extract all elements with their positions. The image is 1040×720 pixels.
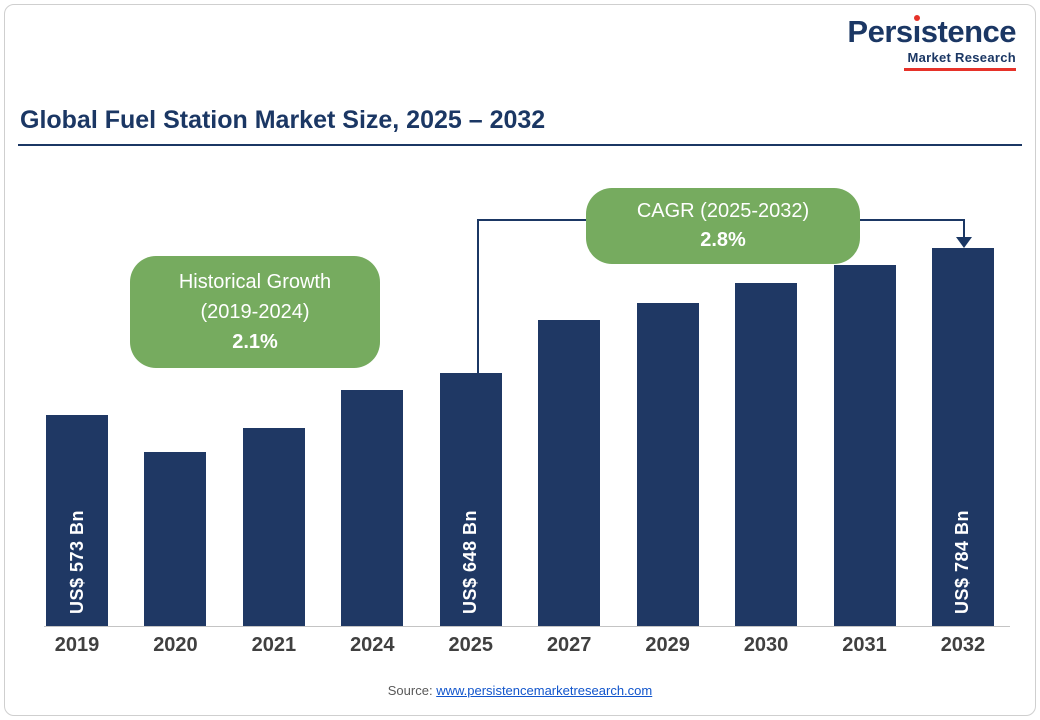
- bar-2025: US$ 648 Bn: [439, 373, 502, 627]
- page-border: [4, 4, 1036, 716]
- bar-value-label-2032: US$ 784 Bn: [952, 509, 973, 614]
- historical-growth-line1: Historical Growth: [178, 271, 332, 293]
- historical-growth-line2: (2019-2024): [200, 301, 310, 323]
- bar-2027: [538, 320, 601, 627]
- x-axis-label-2021: 2021: [251, 633, 297, 656]
- cagr-connector-vertical-left: [477, 219, 479, 373]
- bar-2030: [735, 283, 798, 627]
- x-axis-label-2027: 2027: [546, 633, 592, 656]
- source-link[interactable]: www.persistencemarketresearch.com: [436, 683, 653, 698]
- bar-2029: [636, 303, 699, 627]
- bar-group-2019: US$ 573 Bn 2019: [46, 415, 108, 663]
- bar-2031: [833, 265, 896, 627]
- x-axis-label-2019: 2019: [54, 633, 100, 656]
- bar-group-2032: US$ 784 Bn 2032: [931, 248, 994, 663]
- logo: Persıstence Market Research: [847, 14, 1016, 71]
- x-axis-label-2032: 2032: [940, 633, 986, 656]
- logo-red-underline: [904, 67, 1016, 71]
- x-axis-label-2024: 2024: [350, 633, 395, 656]
- x-axis-label-2029: 2029: [645, 633, 690, 656]
- cagr-line1: CAGR (2025-2032): [636, 200, 810, 222]
- bar-value-label-2019: US$ 573 Bn: [66, 509, 87, 614]
- logo-subtitle: Market Research: [907, 49, 1016, 65]
- logo-red-i-dot: ı: [912, 14, 922, 49]
- bar-2021: [242, 428, 305, 627]
- historical-growth-value: 2.1%: [232, 331, 278, 353]
- x-axis-label-2025: 2025: [448, 633, 494, 656]
- cagr-value: 2.8%: [700, 229, 746, 251]
- x-axis-line: [44, 626, 1010, 627]
- x-axis-label-2020: 2020: [153, 633, 198, 656]
- bar-group-2020: 2020: [144, 452, 207, 663]
- bar-group-2029: 2029: [636, 303, 699, 663]
- source-label: Source:: [387, 683, 433, 698]
- bar-chart: US$ 573 Bn 2019 2020 2021 2024 US$ 648 Bn 2025…: [44, 243, 1010, 663]
- bar-2020: [144, 452, 207, 627]
- bar-group-2024: 2024: [341, 390, 404, 663]
- bar-group-2030: 2030: [735, 283, 798, 663]
- source-note: Source: www.persistencemarketresearch.co…: [0, 683, 1040, 698]
- x-axis-label-2031: 2031: [842, 633, 887, 656]
- x-axis-label-2030: 2030: [743, 633, 789, 656]
- page-title: Global Fuel Station Market Size, 2025 – …: [20, 106, 546, 134]
- bar-2019: US$ 573 Bn: [46, 415, 108, 627]
- bar-group-2031: 2031: [833, 265, 896, 663]
- cagr-connector-vertical-right: [963, 219, 965, 239]
- bar-2032: US$ 784 Bn: [931, 248, 994, 627]
- bar-group-2021: 2021: [242, 428, 305, 663]
- title-divider: [18, 144, 1022, 146]
- historical-growth-callout: Historical Growth (2019-2024) 2.1%: [130, 256, 380, 368]
- cagr-arrowhead-icon: [956, 237, 972, 248]
- bar-value-label-2025: US$ 648 Bn: [460, 509, 481, 614]
- bar-2024: [341, 390, 404, 627]
- logo-wordmark: Persıstence: [847, 14, 1016, 49]
- cagr-callout: CAGR (2025-2032) 2.8%: [586, 188, 860, 264]
- bar-group-2025: US$ 648 Bn 2025: [439, 373, 502, 663]
- bar-group-2027: 2027: [538, 320, 601, 663]
